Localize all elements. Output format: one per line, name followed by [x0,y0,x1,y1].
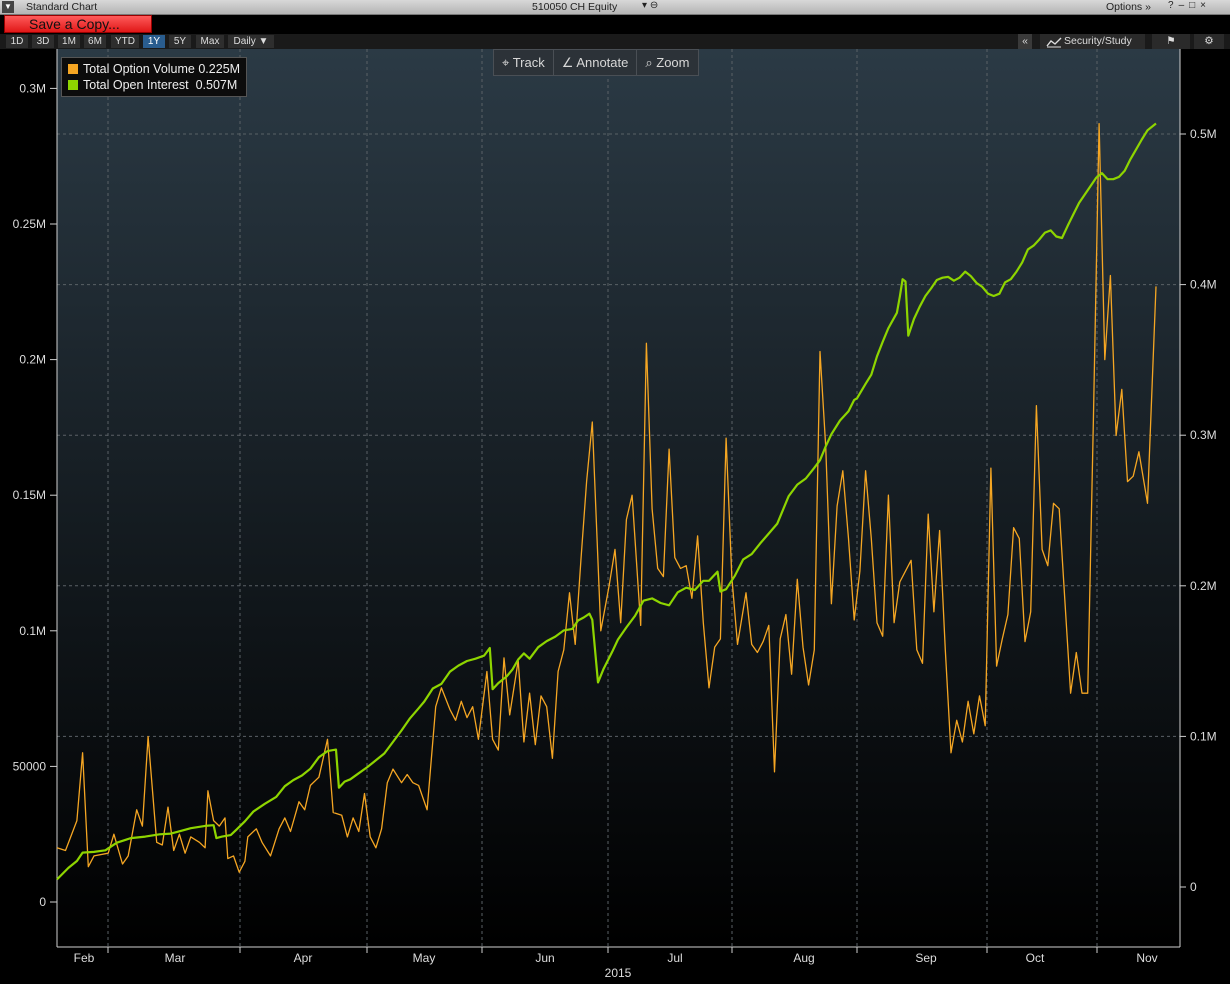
x-tick-label: Sep [915,951,937,965]
annotate-tool[interactable]: ∠ Annotate [554,50,638,75]
right-tick-label: 0.4M [1190,278,1217,292]
x-tick-label: Apr [294,951,313,965]
right-tick-label: 0.5M [1190,127,1217,141]
right-tick-label: 0.3M [1190,428,1217,442]
range-button-1d[interactable]: 1D [6,35,28,48]
left-tick-label: 0.15M [13,488,46,502]
ticker-dropdown-icon[interactable]: ▾ [642,0,648,11]
left-tick-label: 0.1M [19,624,46,638]
axis-labels: 0 50000 0.1M 0.15M 0.2M 0.25M 0.3M 0 0.1M 0.2M 0.3… [13,81,1217,965]
security-study-button[interactable]: Security/Study [1040,34,1145,49]
x-tick-label: Feb [74,951,95,965]
x-tick-label: Aug [793,951,814,965]
ticker-controls[interactable]: ▾ ⊖ [642,0,658,11]
grid [57,49,1180,947]
close-icon[interactable]: × [1200,0,1212,11]
legend-item-open-interest[interactable]: Total Open Interest 0.507M [68,77,240,93]
range-button-6m[interactable]: 6M [84,35,106,48]
legend-label-volume: Total Option Volume [83,62,195,76]
zoom-tool[interactable]: ⌕ Zoom [637,50,697,75]
x-tick-label: Oct [1026,951,1045,965]
x-tick-label: Mar [165,951,186,965]
chart-canvas[interactable]: 0 50000 0.1M 0.15M 0.2M 0.25M 0.3M 0 0.1M 0.2M 0.3… [0,49,1230,984]
link-icon[interactable]: ⊖ [649,0,659,11]
options-label: Options [1106,1,1143,13]
series-group [56,122,1157,881]
chart-tools: ⌖ Track ∠ Annotate ⌕ Zoom [493,49,699,76]
legend-label-open-interest: Total Open Interest [83,78,189,92]
collapse-panel-button[interactable]: « [1018,34,1032,49]
gear-icon: ⚙ [1204,35,1214,47]
window-menu-arrow-icon[interactable]: ▼ [2,1,14,13]
plot-background [57,49,1180,947]
legend-swatch-volume [68,64,78,74]
collapse-icon: « [1022,35,1028,47]
zoom-label: Zoom [656,55,690,70]
minimize-icon[interactable]: – [1178,0,1190,11]
x-tick-label: May [413,951,436,965]
security-ticker[interactable]: 510050 CH Equity [532,1,618,13]
flag-icon: ⚑ [1166,35,1176,47]
maximize-icon[interactable]: □ [1189,0,1201,11]
x-tick-label: Nov [1136,951,1157,965]
options-menu[interactable]: Options » [1106,1,1151,13]
frequency-label: Daily [233,36,256,47]
range-button-max[interactable]: Max [196,35,224,48]
magnifier-icon: ⌕ [645,55,653,70]
pencil-icon: ∠ [561,55,574,70]
window-titlebar: ▼ Standard Chart 510050 CH Equity ▾ ⊖ Op… [0,0,1230,15]
right-tick-label: 0 [1190,880,1197,894]
window-controls: ?–□× [1168,0,1211,11]
frequency-dropdown-icon: ▼ [258,36,269,47]
range-button-5y[interactable]: 5Y [169,35,191,48]
flag-button[interactable]: ⚑ [1152,34,1190,49]
range-button-1y[interactable]: 1Y [143,35,165,48]
legend-value-volume: 0.225M [198,62,241,76]
legend-value-open-interest: 0.507M [195,78,238,92]
left-tick-label: 0.3M [19,81,46,95]
range-button-1m[interactable]: 1M [58,35,80,48]
series-line-total-option-volume [56,123,1157,873]
range-button-ytd[interactable]: YTD [111,35,139,48]
right-tick-label: 0.1M [1190,729,1217,743]
chart-legend: Total Option Volume 0.225M Total Open In… [61,57,248,97]
legend-swatch-open-interest [68,80,78,90]
window-title: Standard Chart [26,1,98,13]
track-tool[interactable]: ⌖ Track [494,50,554,75]
annotate-label: Annotate [576,55,629,70]
left-tick-label: 0.2M [19,353,46,367]
series-line-total-open-interest [56,122,1157,881]
left-tick-label: 0 [39,895,46,909]
x-tick-label: Jun [535,951,554,965]
range-button-3d[interactable]: 3D [32,35,54,48]
left-tick-label: 0.25M [13,217,46,231]
legend-item-volume[interactable]: Total Option Volume 0.225M [68,61,240,77]
frequency-select[interactable]: Daily ▼ [228,35,274,48]
track-label: Track [512,55,545,70]
chart-toolbar [0,34,1230,49]
left-tick-label: 50000 [13,759,47,773]
save-copy-button[interactable]: Save a Copy... [4,15,152,33]
x-axis-year-label: 2015 [605,966,632,980]
help-icon[interactable]: ? [1168,0,1179,11]
settings-button[interactable]: ⚙ [1194,34,1224,49]
options-expand-icon: » [1145,1,1151,13]
chart-study-icon [1046,37,1062,48]
security-study-label: Security/Study [1064,35,1132,47]
right-tick-label: 0.2M [1190,579,1217,593]
crosshair-icon: ⌖ [502,55,510,70]
x-tick-label: Jul [667,951,682,965]
